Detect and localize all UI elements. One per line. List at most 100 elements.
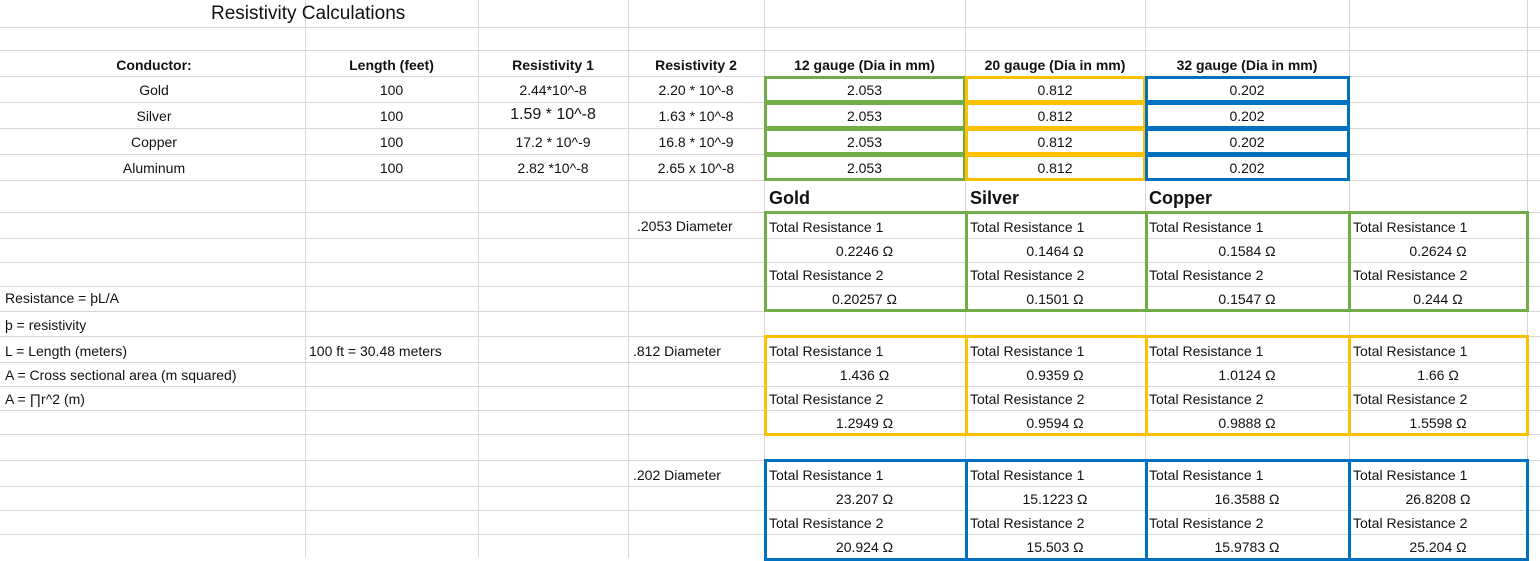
gauge-12-cell-border (764, 154, 966, 181)
gauge-32-value: 0.202 (1229, 160, 1265, 176)
group-divider (1145, 335, 1148, 436)
resistivity-2-value: 2.20 * 10^-8 (658, 82, 734, 98)
conversion-note: 100 ft = 30.48 meters (309, 343, 442, 359)
gridline (305, 0, 306, 558)
group-divider (1145, 459, 1148, 558)
total-resistance-1-value: 0.1464 Ω (1026, 243, 1084, 259)
total-resistance-1-value: 0.2624 Ω (1409, 243, 1467, 259)
gauge-20-value: 0.812 (1037, 108, 1073, 124)
area-note: A = Cross sectional area (m squared) (5, 367, 237, 383)
total-resistance-1-value: 0.1584 Ω (1218, 243, 1276, 259)
total-resistance-1-label: Total Resistance 1 (769, 343, 884, 359)
length-value: 100 (379, 160, 404, 176)
conductor-name: Silver (136, 108, 172, 124)
total-resistance-2-label: Total Resistance 2 (769, 515, 884, 531)
gridline (0, 510, 1540, 511)
length-value: 100 (379, 134, 404, 150)
group-divider (965, 211, 968, 312)
rho-note: þ = resistivity (5, 317, 87, 333)
total-resistance-2-value: 0.9888 Ω (1218, 415, 1276, 431)
total-resistance-1-label: Total Resistance 1 (970, 219, 1085, 235)
area-formula-note: A = ∏r^2 (m) (5, 391, 85, 407)
resistivity-1-value: 1.59 * 10^-8 (510, 106, 596, 123)
total-resistance-2-label: Total Resistance 2 (970, 267, 1085, 283)
total-resistance-2-label: Total Resistance 2 (970, 391, 1085, 407)
gauge-32-value: 0.202 (1229, 134, 1265, 150)
length-value: 100 (379, 82, 404, 98)
gridline (0, 27, 1540, 28)
diameter-label: .2053 Diameter (637, 218, 733, 234)
gridline (0, 50, 1540, 51)
total-resistance-2-label: Total Resistance 2 (1149, 391, 1264, 407)
total-resistance-2-label: Total Resistance 2 (970, 515, 1085, 531)
gauge-32-cell-border (1145, 76, 1350, 103)
group-divider (1145, 211, 1148, 312)
total-resistance-2-label: Total Resistance 2 (1353, 267, 1468, 283)
total-resistance-1-label: Total Resistance 1 (1353, 343, 1468, 359)
gauge-12-value: 2.053 (846, 160, 883, 176)
gauge-12-value: 2.053 (846, 108, 883, 124)
total-resistance-1-label: Total Resistance 1 (1353, 467, 1468, 483)
total-resistance-2-value: 0.9594 Ω (1026, 415, 1084, 431)
total-resistance-1-value: 16.3588 Ω (1214, 491, 1280, 507)
gauge-32-value: 0.202 (1229, 108, 1265, 124)
total-resistance-1-label: Total Resistance 1 (1149, 467, 1264, 483)
formula-note: Resistance = þL/A (5, 290, 120, 306)
total-resistance-2-value: 25.204 Ω (1409, 539, 1467, 555)
gridline (478, 0, 479, 558)
total-resistance-2-label: Total Resistance 2 (1149, 267, 1264, 283)
conductor-name: Aluminum (122, 160, 186, 176)
resistivity-2-value: 1.63 * 10^-8 (658, 108, 734, 124)
gauge-12-cell-border (764, 102, 966, 129)
total-resistance-2-value: 15.503 Ω (1026, 539, 1084, 555)
gauge-12-value: 2.053 (846, 134, 883, 150)
gauge-32-cell-border (1145, 154, 1350, 181)
gridline (0, 410, 1540, 411)
group-divider (965, 459, 968, 558)
group-divider (965, 335, 968, 436)
diameter-label: .202 Diameter (633, 467, 721, 483)
total-resistance-1-label: Total Resistance 1 (1149, 219, 1264, 235)
total-resistance-2-value: 20.924 Ω (835, 539, 894, 555)
header-32-gauge: 32 gauge (Dia in mm) (1176, 57, 1318, 73)
resistivity-1-value: 2.44*10^-8 (519, 82, 587, 98)
total-resistance-2-value: 0.1501 Ω (1026, 291, 1084, 307)
gridline (0, 386, 1540, 387)
total-resistance-1-label: Total Resistance 1 (1353, 219, 1468, 235)
total-resistance-2-value: 0.20257 Ω (832, 291, 897, 307)
resistivity-1-value: 17.2 * 10^-9 (515, 134, 591, 150)
gauge-20-cell-border (965, 102, 1146, 129)
gauge-32-cell-border (1145, 128, 1350, 155)
gauge-20-cell-border (965, 154, 1146, 181)
gauge-32-cell-border (1145, 102, 1350, 129)
total-resistance-1-value: 15.1223 Ω (1022, 491, 1088, 507)
gridline (0, 534, 1540, 535)
header-12-gauge: 12 gauge (Dia in mm) (794, 57, 935, 73)
resistivity-2-value: 2.65 x 10^-8 (657, 160, 735, 176)
metal-header-gold: Gold (769, 188, 810, 208)
gauge-12-value: 2.053 (846, 82, 883, 98)
gauge-12-cell-border (764, 128, 966, 155)
header-conductor: Conductor: (116, 57, 192, 73)
total-resistance-1-value: 26.8208 Ω (1405, 491, 1471, 507)
resistivity-2-value: 16.8 * 10^-9 (658, 134, 734, 150)
total-resistance-1-label: Total Resistance 1 (769, 467, 884, 483)
conductor-name: Copper (131, 134, 177, 150)
gridline (0, 362, 1540, 363)
total-resistance-1-label: Total Resistance 1 (1149, 343, 1264, 359)
resistivity-1-value: 2.82 *10^-8 (517, 160, 589, 176)
gridline (0, 286, 1540, 287)
diameter-label: .812 Diameter (633, 343, 721, 359)
total-resistance-1-value: 1.66 Ω (1417, 367, 1459, 383)
gridline (0, 238, 1540, 239)
total-resistance-1-value: 1.0124 Ω (1218, 367, 1276, 383)
metal-header-copper: Copper (1149, 188, 1212, 208)
total-resistance-1-value: 1.436 Ω (839, 367, 890, 383)
total-resistance-1-label: Total Resistance 1 (970, 467, 1085, 483)
sheet-title: Resistivity Calculations (211, 3, 406, 24)
header-length: Length (feet) (349, 57, 434, 73)
total-resistance-1-value: 0.2246 Ω (835, 243, 894, 259)
total-resistance-2-label: Total Resistance 2 (1353, 515, 1468, 531)
total-resistance-2-value: 15.9783 Ω (1214, 539, 1280, 555)
group-divider (1348, 211, 1351, 312)
